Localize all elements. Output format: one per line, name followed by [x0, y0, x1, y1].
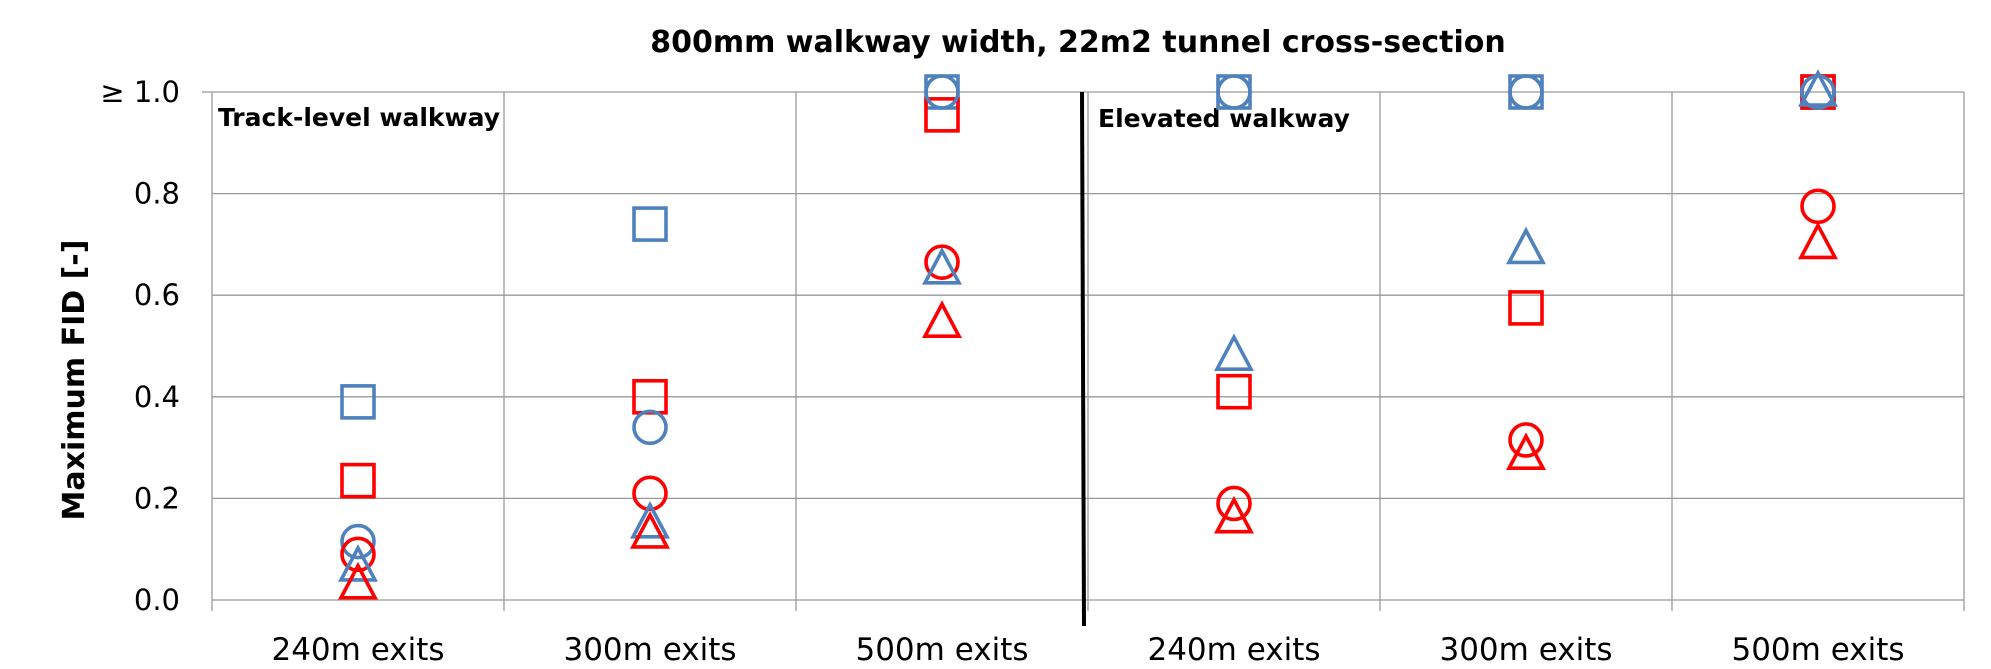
chart-title: 800mm walkway width, 22m2 tunnel cross-s… — [650, 25, 1506, 60]
square-marker — [632, 206, 668, 242]
circle-marker — [340, 536, 376, 573]
y-tick-label: 0.4 — [134, 380, 180, 414]
triangle-marker — [1798, 221, 1838, 260]
x-category-label: 240m exits — [1147, 632, 1320, 668]
panel-divider — [1080, 91, 1086, 627]
x-category-label: 500m exits — [1731, 632, 1904, 668]
triangle-marker — [338, 544, 378, 582]
circle-marker — [1216, 485, 1252, 522]
square-marker — [1216, 373, 1252, 410]
x-category-labels: 240m exits 300m exits 500m exits 240m exits… — [271, 632, 1904, 668]
circle-marker — [924, 244, 960, 280]
panel-label-track-level: Track-level walkway — [218, 103, 500, 132]
square-marker — [340, 462, 376, 499]
square-marker — [924, 97, 960, 133]
circle-marker — [1216, 74, 1252, 110]
y-tick-labels: 0.0 0.2 0.4 0.6 0.8 ≥ 1.0 — [100, 75, 180, 617]
circle-marker — [924, 74, 960, 110]
x-category-label: 500m exits — [855, 632, 1028, 668]
triangle-marker — [1214, 495, 1254, 534]
circle-marker — [1508, 422, 1544, 458]
circle-marker — [632, 409, 668, 446]
square-marker — [340, 384, 376, 420]
data-markers — [338, 69, 1838, 600]
y-tick-label: 0.8 — [134, 177, 180, 211]
triangle-marker — [922, 300, 962, 338]
y-tick-label: 0.6 — [134, 278, 180, 312]
triangle-marker — [338, 561, 378, 600]
square-marker — [1508, 290, 1544, 326]
triangle-marker — [630, 511, 670, 549]
triangle-marker — [1506, 432, 1546, 471]
triangle-marker — [1798, 69, 1838, 107]
y-tick-label: 0.0 — [134, 583, 180, 617]
circle-marker — [1508, 74, 1544, 110]
x-category-label: 300m exits — [563, 632, 736, 668]
y-tick-label: ≥ 1.0 — [100, 75, 180, 109]
circle-marker — [632, 475, 668, 512]
circle-marker — [1800, 188, 1836, 225]
x-category-label: 300m exits — [1439, 632, 1612, 668]
grid — [202, 91, 1965, 611]
triangle-marker — [630, 500, 670, 539]
triangle-marker — [1506, 226, 1546, 265]
x-category-label: 240m exits — [271, 632, 444, 668]
y-tick-label: 0.2 — [134, 481, 180, 515]
triangle-marker — [922, 246, 962, 285]
y-axis-label: Maximum FID [-] — [57, 240, 92, 521]
circle-marker — [340, 523, 376, 560]
triangle-marker — [1214, 333, 1254, 371]
